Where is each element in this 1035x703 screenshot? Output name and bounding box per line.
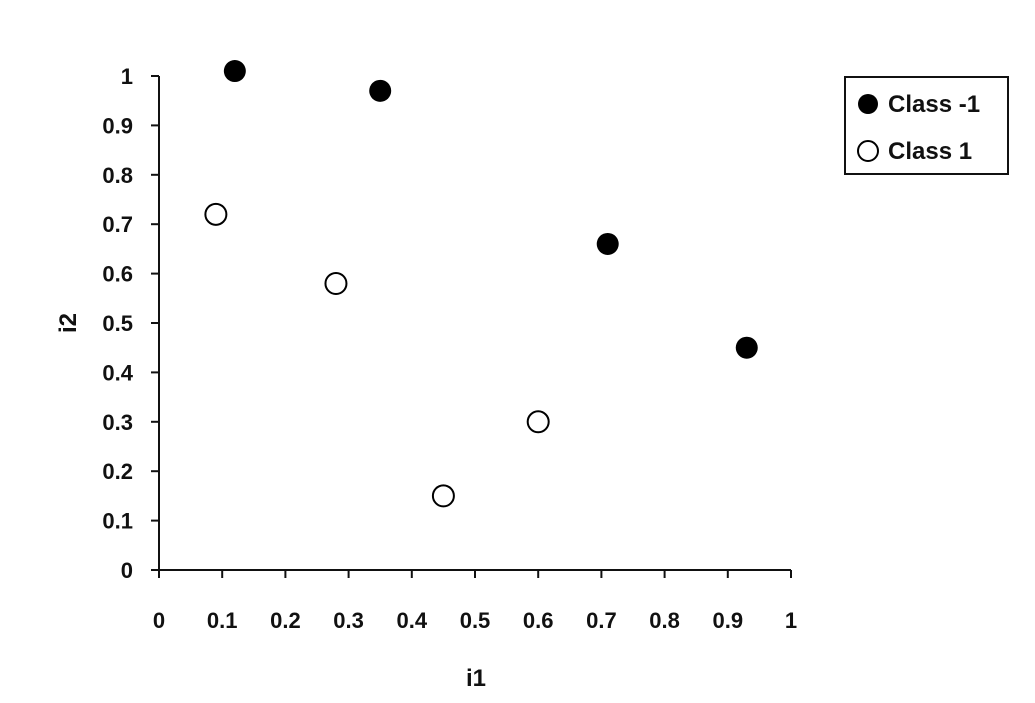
class-neg1-point — [596, 232, 619, 255]
legend: Class -1 Class 1 — [844, 76, 1009, 175]
y-tick-label: 0.6 — [102, 262, 133, 287]
axes — [158, 76, 791, 571]
y-tick-label: 0.5 — [102, 311, 133, 336]
legend-label-class-1: Class 1 — [888, 138, 972, 165]
x-tick-label: 0 — [153, 608, 165, 633]
y-tick-label: 0.3 — [102, 410, 133, 435]
class-neg1-point — [223, 60, 246, 83]
y-tick-label: 0.2 — [102, 459, 133, 484]
y-tick-label: 0.1 — [102, 509, 133, 534]
x-tick-label: 0.9 — [713, 608, 744, 633]
x-axis-title: i1 — [466, 665, 486, 692]
data-points — [204, 60, 758, 508]
class-1-point — [204, 202, 228, 226]
x-tick-label: 0.8 — [649, 608, 680, 633]
x-tick-label: 1 — [785, 608, 797, 633]
x-axis-ticks: 0 0.1 0.2 0.3 0.4 0.5 0.6 0.7 0.8 0.9 1 — [153, 570, 797, 633]
y-axis-ticks: 0 0.1 0.2 0.3 0.4 0.5 0.6 0.7 0.8 0.9 1 — [102, 64, 159, 583]
x-tick-label: 0.7 — [586, 608, 617, 633]
class-neg1-point — [369, 79, 392, 102]
legend-marker-class-1 — [857, 140, 879, 162]
legend-label-class-neg1: Class -1 — [888, 91, 980, 118]
x-tick-label: 0.1 — [207, 608, 238, 633]
class-1-point — [431, 484, 455, 508]
y-tick-label: 0 — [121, 558, 133, 583]
class-neg1-point — [735, 336, 758, 359]
legend-marker-class-neg1 — [858, 94, 878, 114]
x-tick-label: 0.6 — [523, 608, 554, 633]
y-tick-label: 0.8 — [102, 163, 133, 188]
y-tick-label: 0.9 — [102, 113, 133, 138]
class-1-point — [526, 410, 550, 434]
class-1-point — [324, 271, 348, 295]
x-tick-label: 0.3 — [333, 608, 364, 633]
x-tick-label: 0.5 — [460, 608, 491, 633]
y-tick-label: 0.7 — [102, 212, 133, 237]
y-tick-label: 0.4 — [102, 360, 133, 385]
x-tick-label: 0.4 — [397, 608, 428, 633]
y-tick-label: 1 — [121, 64, 133, 89]
y-axis-title: i2 — [55, 313, 82, 333]
x-tick-label: 0.2 — [270, 608, 301, 633]
